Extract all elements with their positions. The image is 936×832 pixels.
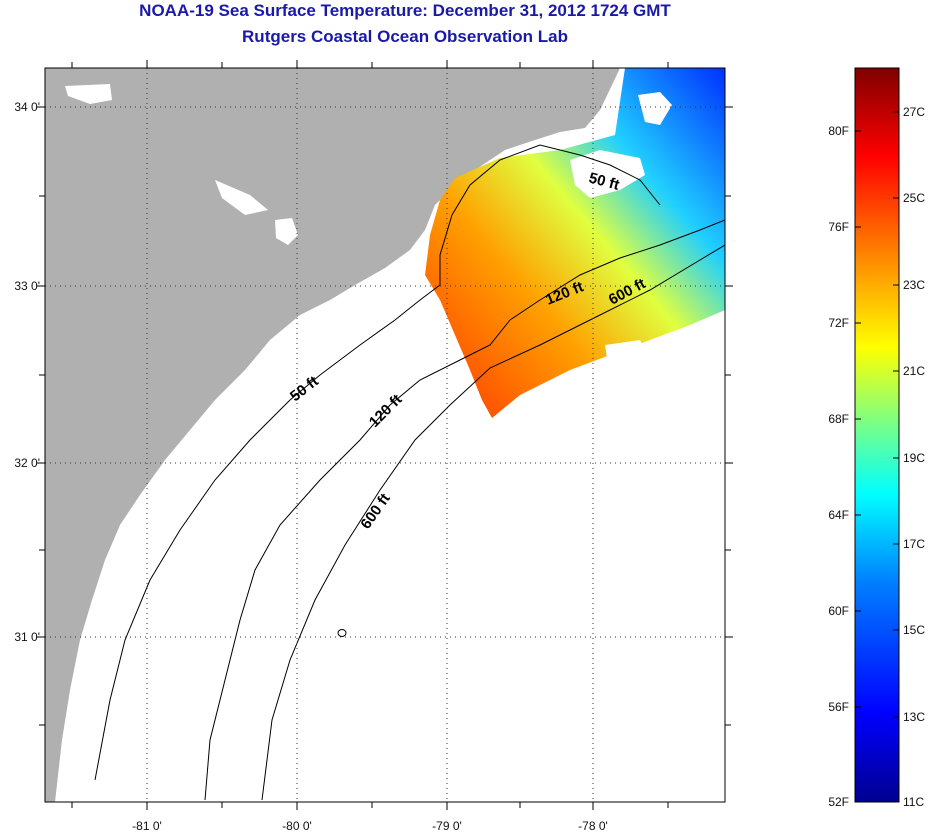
- contour-120ft: [204, 219, 725, 801]
- lon-tick-label: -79 0': [432, 819, 462, 832]
- colorbar-celsius-labels: 27C 25C 23C 21C 19C 17C 15C 13C 11C: [903, 105, 925, 809]
- inland-cloud: [215, 180, 268, 215]
- map-subtitle: Rutgers Coastal Ocean Observation Lab: [242, 27, 568, 46]
- cloud-gap: [605, 340, 648, 372]
- cbar-label-f: 56F: [828, 700, 849, 714]
- cloud-gap: [638, 92, 672, 125]
- cbar-label-f: 68F: [828, 412, 849, 426]
- cbar-label-f: 80F: [828, 124, 849, 138]
- inland-cloud: [65, 84, 112, 104]
- graticule: [45, 68, 725, 802]
- lat-tick-label: 34 0': [14, 100, 40, 114]
- lon-axis: -81 0' -80 0' -79 0' -78 0': [132, 819, 608, 832]
- cbar-label-f: 72F: [828, 316, 849, 330]
- cbar-label-f: 52F: [828, 795, 849, 809]
- lat-tick-label: 31 0': [14, 630, 40, 644]
- lon-tick-label: -78 0': [578, 819, 608, 832]
- lat-tick-label: 33 0': [14, 279, 40, 293]
- map-frame: [44, 67, 726, 803]
- cbar-label-c: 25C: [903, 191, 925, 205]
- lat-tick-label: 32 0': [14, 456, 40, 470]
- inland-cloud: [275, 218, 298, 245]
- lon-tick-label: -81 0': [132, 819, 162, 832]
- lat-axis: 34 0' 33 0' 32 0' 31 0': [14, 100, 40, 644]
- cbar-label-c: 21C: [903, 364, 925, 378]
- cbar-label-c: 19C: [903, 451, 925, 465]
- contour-seamount: [337, 629, 347, 637]
- colorbar-fahrenheit-labels: 80F 76F 72F 68F 64F 60F 56F 52F: [828, 124, 849, 809]
- cbar-label-f: 64F: [828, 508, 849, 522]
- colorbar-ticks: [855, 111, 899, 718]
- cbar-label-c: 15C: [903, 623, 925, 637]
- map-title: NOAA-19 Sea Surface Temperature: Decembe…: [139, 1, 671, 20]
- cbar-label-c: 13C: [903, 710, 925, 724]
- lon-tick-label: -80 0': [282, 819, 312, 832]
- cbar-label-c: 17C: [903, 537, 925, 551]
- sst-swath: [425, 68, 725, 418]
- cbar-label-c: 11C: [903, 795, 924, 809]
- land-area: [45, 68, 620, 802]
- colorbar: [854, 67, 900, 803]
- cbar-label-c: 27C: [903, 105, 925, 119]
- cbar-label-f: 60F: [828, 604, 849, 618]
- cbar-label-f: 76F: [828, 220, 849, 234]
- contour-600ft: [261, 244, 725, 801]
- axis-ticks: [37, 60, 733, 810]
- cbar-label-c: 23C: [903, 278, 925, 292]
- cloud-gap: [570, 150, 645, 198]
- contour-50ft: [94, 144, 661, 781]
